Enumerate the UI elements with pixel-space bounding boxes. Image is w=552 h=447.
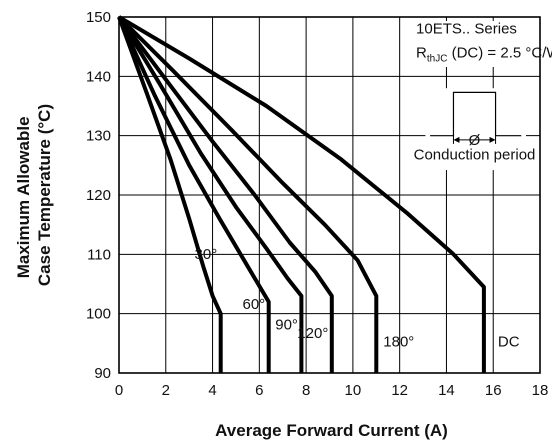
y-tick-label: 90: [94, 365, 111, 382]
rth-subscript: thJC: [427, 53, 448, 64]
x-tick-label: 16: [485, 382, 502, 399]
x-tick-label: 14: [438, 382, 455, 399]
curve-120: [117, 15, 334, 373]
y-tick-label: 130: [86, 128, 111, 145]
curve-180: [117, 15, 379, 373]
x-tick-label: 6: [255, 382, 263, 399]
curve-label: 90°: [275, 317, 298, 334]
curve-labels: 30° 60° 90° 120° 180° DC: [195, 246, 520, 350]
rth-suffix: (DC) = 2.5 °C/W: [447, 44, 552, 61]
annotation-background: [413, 21, 538, 67]
x-axis-title: Average Forward Current (A): [215, 421, 448, 440]
curve-60: [117, 16, 271, 373]
curve-30: [117, 16, 223, 373]
x-tick-label: 0: [115, 382, 123, 399]
curve-90: [117, 15, 304, 373]
x-tick-labels: 0 2 4 6 8 10 12 14 16 18: [115, 382, 549, 399]
x-tick-label: 18: [532, 382, 549, 399]
x-tick-label: 4: [208, 382, 216, 399]
inset-background: [425, 88, 526, 171]
y-tick-label: 110: [87, 246, 111, 263]
curve-label: 120°: [297, 325, 328, 342]
curves: [117, 15, 486, 373]
y-tick-label: 100: [86, 306, 111, 323]
conduction-period-inset: Ø Conduction period: [414, 88, 536, 171]
series-name-annotation: 10ETS.. Series: [416, 21, 517, 38]
conduction-symbol: Ø: [469, 132, 481, 149]
double-arrow-icon: [452, 135, 497, 144]
y-axis-title-line-2: Case Temperature (°C): [35, 104, 54, 286]
conduction-period-label: Conduction period: [414, 146, 536, 163]
y-axis-title: Maximum Allowable Case Temperature (°C): [14, 104, 54, 286]
rth-prefix: R: [416, 44, 427, 61]
conduction-pulse-icon: [430, 91, 522, 137]
curve-label: 180°: [383, 333, 414, 350]
plot-frame: [118, 16, 541, 374]
x-tick-label: 10: [345, 382, 362, 399]
y-tick-label: 140: [86, 68, 111, 85]
y-tick-label: 150: [86, 9, 111, 26]
y-axis-title-line-1: Maximum Allowable: [14, 116, 33, 278]
curve-DC: [117, 15, 486, 373]
x-tick-label: 2: [162, 382, 170, 399]
y-tick-labels: 90 100 110 120 130 140 150: [86, 9, 111, 382]
x-tick-label: 8: [302, 382, 310, 399]
curve-label: 30°: [195, 246, 218, 263]
curve-label: DC: [498, 333, 520, 350]
y-tick-label: 120: [86, 187, 111, 204]
x-tick-label: 12: [391, 382, 408, 399]
curve-label: 60°: [242, 296, 265, 313]
thermal-resistance-annotation: RthJC (DC) = 2.5 °C/W: [416, 44, 552, 64]
